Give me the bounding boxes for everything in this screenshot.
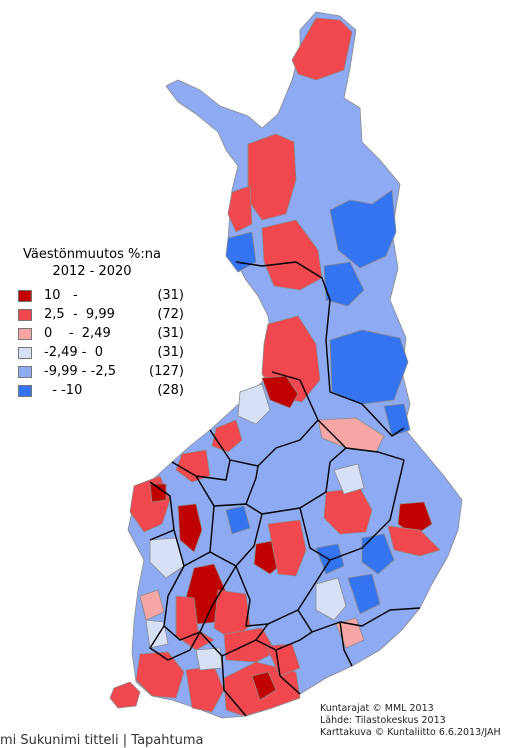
legend-swatch — [18, 308, 32, 321]
region-jyvaskyla-hot — [267, 519, 307, 577]
map-legend: Väestönmuutos %:na 2012 - 2020 10 - (31)… — [12, 246, 212, 400]
legend-count: (28) — [157, 383, 184, 398]
region-savo-cold — [347, 573, 381, 615]
legend-title: Väestönmuutos %:na 2012 - 2020 — [12, 246, 172, 280]
legend-swatch — [18, 289, 32, 302]
legend-swatch — [18, 365, 32, 378]
legend-swatch — [18, 346, 32, 359]
region-coastal-pale-2 — [149, 537, 185, 579]
region-satakunta-pink — [139, 589, 165, 621]
legend-title-line2: 2012 - 2020 — [52, 264, 132, 279]
legend-row: -9,99 - -2,5 (127) — [12, 362, 212, 381]
credit-boundaries: Kuntarajat © MML 2013 — [320, 703, 434, 714]
region-tavastia-pale — [195, 647, 223, 671]
region-joensuu-hot — [387, 525, 441, 557]
region-vaasa-core — [149, 483, 167, 503]
legend-count: (127) — [149, 364, 184, 379]
region-joensuu-core — [397, 501, 433, 537]
region-north-lapland-hot — [291, 17, 353, 81]
region-lapland-west-hot — [227, 185, 253, 233]
credit-source: Lähde: Tilastokeskus 2013 — [320, 715, 446, 726]
legend-count: (31) — [157, 345, 184, 360]
legend-range: 0 - 2,49 — [44, 326, 111, 341]
region-helsinki-core — [251, 671, 277, 701]
legend-range: 10 - — [44, 288, 78, 303]
credit-mapimage: Karttakuva © Kuntaliitto 6.6.2013/JAH — [320, 727, 501, 738]
legend-row: 10 - (31) — [12, 286, 212, 305]
legend-count: (31) — [157, 288, 184, 303]
legend-row: - -10 (28) — [12, 381, 212, 400]
legend-range: -2,49 - 0 — [44, 345, 104, 360]
region-west-pale — [145, 619, 169, 649]
region-hyvinkaa-hot — [265, 643, 301, 677]
region-turku-hot — [135, 651, 185, 699]
aland-islands — [109, 681, 141, 709]
region-coastal-pale-1 — [237, 383, 271, 425]
region-central-pale — [315, 577, 347, 621]
region-coast-hot-2 — [175, 449, 211, 483]
region-lapland-east-cold — [329, 189, 397, 269]
legend-range: 2,5 - 9,99 — [44, 307, 115, 322]
region-savo-pale — [333, 463, 365, 495]
region-seinajoki-hot — [177, 503, 203, 553]
legend-row: 0 - 2,49 (31) — [12, 324, 212, 343]
legend-row: -2,49 - 0 (31) — [12, 343, 212, 362]
region-oulu-core — [261, 375, 299, 409]
region-central-cold — [225, 505, 251, 535]
legend-row: 2,5 - 9,99 (72) — [12, 305, 212, 324]
region-tavastia-hot — [223, 627, 277, 663]
legend-title-line1: Väestönmuutos %:na — [23, 247, 161, 262]
legend-swatch — [18, 384, 32, 397]
region-karelia-cold — [361, 533, 395, 575]
region-lapland-south-cold — [323, 261, 365, 307]
region-ostro-cold — [315, 543, 345, 575]
map-credits: Kuntarajat © MML 2013 Lähde: Tilastokesk… — [320, 703, 501, 739]
legend-range: -9,99 - -2,5 — [44, 364, 116, 379]
legend-swatch — [18, 327, 32, 340]
region-lapland-west-cold — [225, 231, 257, 273]
region-kainuu-cold — [329, 329, 409, 405]
legend-range: - -10 — [52, 383, 83, 398]
regional-borders — [149, 261, 421, 717]
legend-count: (72) — [157, 307, 184, 322]
slide-footer: mi Sukunimi titteli | Tapahtuma — [0, 733, 204, 748]
legend-count: (31) — [157, 326, 184, 341]
